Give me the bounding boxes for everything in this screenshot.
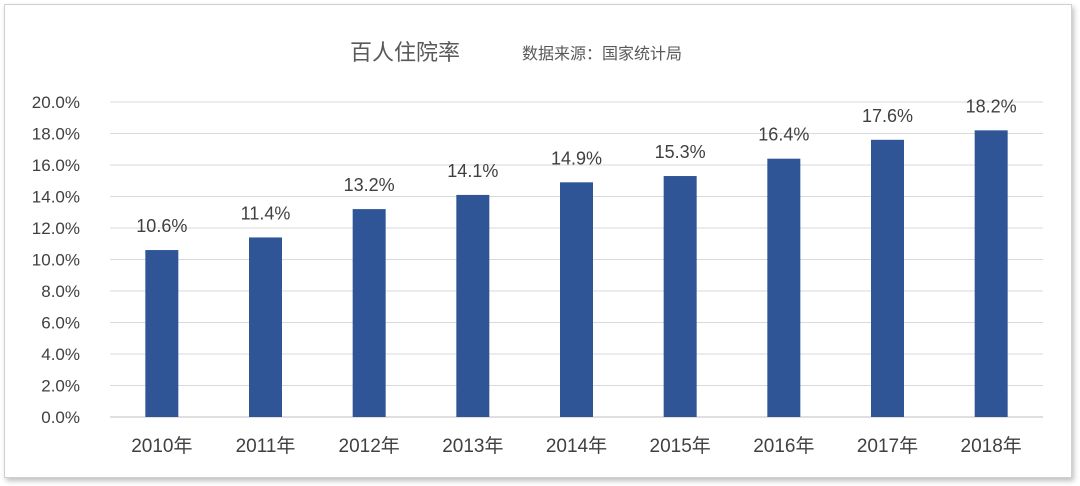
data-label: 14.1% (447, 161, 498, 181)
data-label: 10.6% (136, 216, 187, 236)
chart-title: 百人住院率 (350, 41, 460, 66)
data-label: 11.4% (241, 203, 291, 223)
x-tick-label: 2018年 (961, 435, 1022, 457)
x-tick-label: 2012年 (339, 435, 400, 457)
y-tick-label: 14.0% (32, 188, 80, 207)
bar (767, 158, 801, 417)
bar (871, 139, 904, 418)
bar (456, 194, 490, 417)
x-tick-label: 2017年 (857, 435, 918, 457)
x-axis-ticks: 2010年 2011年 2012年 2013年 2014年 2015年 2016年 2017年… (131, 435, 1022, 457)
data-label: 15.3% (655, 142, 706, 162)
y-tick-label: 2.0% (41, 377, 80, 396)
y-axis-ticks: 0.0% 2.0% 4.0% 6.0% 8.0% 10.0% 12.0% 14.0% 16.0%… (32, 93, 80, 427)
bar (145, 250, 179, 417)
data-labels: 10.6% 11.4% 13.2% 14.1% 14.9% 15.3% 16.4% 17.6%… (136, 96, 1016, 236)
y-tick-label: 10.0% (32, 251, 80, 270)
bar (663, 176, 697, 417)
y-tick-label: 12.0% (32, 219, 80, 238)
x-tick-label: 2013年 (442, 435, 503, 457)
data-label: 13.2% (344, 175, 395, 195)
chart-subtitle: 数据来源：国家统计局 (522, 44, 682, 63)
y-tick-label: 8.0% (41, 282, 80, 301)
y-tick-label: 16.0% (32, 156, 80, 175)
y-tick-label: 0.0% (41, 408, 80, 427)
bar (249, 237, 282, 417)
data-label: 17.6% (862, 106, 913, 126)
x-tick-label: 2010年 (131, 435, 192, 457)
y-tick-label: 6.0% (41, 314, 80, 333)
x-tick-label: 2014年 (546, 435, 607, 457)
x-tick-label: 2011年 (236, 435, 296, 457)
data-label: 18.2% (966, 96, 1017, 116)
bar (352, 209, 386, 417)
data-label: 16.4% (758, 125, 809, 145)
y-tick-label: 18.0% (32, 125, 80, 144)
bars (145, 130, 1008, 418)
y-tick-label: 20.0% (32, 93, 80, 112)
x-tick-label: 2016年 (753, 435, 814, 457)
data-label: 14.9% (551, 148, 602, 168)
x-tick-label: 2015年 (650, 435, 711, 457)
bar (974, 130, 1008, 417)
bar (560, 182, 593, 417)
y-tick-label: 4.0% (41, 345, 80, 364)
